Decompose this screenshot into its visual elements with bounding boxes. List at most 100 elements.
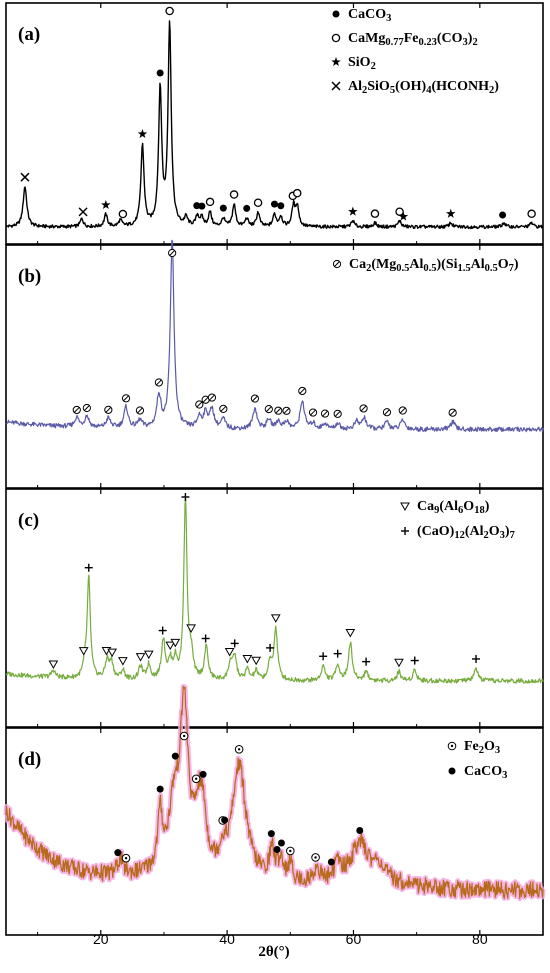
triangle-marker: [242, 654, 253, 664]
panel-label: (b): [18, 266, 41, 287]
filled-circle-marker: [267, 830, 275, 838]
panel-label: (d): [18, 749, 41, 770]
slash-circle-marker: [448, 408, 457, 417]
panel-frame: [5, 727, 544, 936]
xrd-pattern-c: [5, 497, 544, 684]
plus-marker: [333, 649, 342, 658]
slash-circle-marker: [320, 409, 330, 418]
triangle-marker: [118, 657, 128, 666]
panel-a: (a) CaCO3 CaMg0.77Fe0.23(CO3)2 SiO2 Al2SiO5(…: [5, 2, 544, 245]
star-marker: [398, 211, 409, 221]
open-circle-marker: [370, 209, 380, 218]
legend-label: (CaO)12(Al2O3)7: [417, 524, 515, 541]
open-circle-marker: [527, 209, 536, 219]
plus-marker: [410, 656, 419, 665]
legend-label: SiO2: [348, 55, 376, 72]
filled-circle-marker: [273, 845, 281, 853]
slash-circle-marker: [264, 405, 273, 414]
filled-circle-marker: [171, 752, 179, 760]
slash-circle-marker: [154, 378, 163, 387]
cross-marker: [78, 207, 88, 217]
legend-label: Ca9(Al6O18): [417, 499, 490, 516]
legend-entry: CaMg0.77Fe0.23(CO3)2: [331, 31, 478, 48]
triangle-marker: [170, 638, 181, 648]
plus-marker: [181, 493, 190, 501]
legend-label: CaCO3: [348, 7, 391, 24]
legend-dot-circle-marker: [447, 741, 457, 751]
legend-plus-marker: [401, 527, 409, 535]
legend-entry: CaCO3: [332, 7, 391, 24]
panel-b: (b) Ca2(Mg0.5Al0.5)(Si1.5Al0.5O7): [5, 239, 544, 489]
slash-circle-marker: [359, 404, 368, 413]
open-circle-marker: [205, 197, 215, 207]
slash-circle-marker: [201, 395, 210, 404]
open-circle-marker: [253, 198, 263, 208]
slash-circle-marker: [274, 406, 283, 415]
x-axis-label: 2θ(°): [258, 944, 289, 960]
slash-circle-marker: [308, 408, 318, 417]
legend-label: Fe2O3: [464, 739, 500, 756]
dot-circle-marker: [311, 853, 320, 862]
slash-circle-marker: [168, 248, 177, 258]
panel-label: (a): [18, 24, 40, 45]
panel-frame: [5, 488, 544, 728]
plus-marker: [84, 563, 93, 572]
panel-c: (c) Ca9(Al6O18) (CaO)12(Al2O3)7: [5, 488, 544, 728]
filled-circle-marker: [221, 816, 229, 824]
triangle-marker: [345, 628, 356, 638]
legend-filled-circle-marker: [332, 10, 340, 18]
slash-circle-marker: [382, 408, 392, 417]
dot-circle-marker: [179, 731, 189, 741]
legend-entry: Al2SiO5(OH)4(HCONH2): [331, 79, 499, 96]
plus-marker: [319, 652, 328, 661]
filled-circle-marker: [199, 770, 207, 778]
legend-slash-circle-marker: [332, 259, 342, 269]
legend-triangle-marker: [400, 502, 410, 512]
plus-marker: [158, 626, 167, 635]
filled-circle-marker: [219, 204, 227, 212]
filled-circle-marker: [156, 69, 164, 77]
triangle-marker: [251, 656, 262, 666]
xrd-pattern-b: [5, 239, 544, 433]
x-tick-label: 20: [93, 931, 109, 947]
legend-entry: (CaO)12(Al2O3)7: [401, 524, 515, 541]
filled-circle-marker: [356, 826, 364, 834]
slash-circle-marker: [250, 394, 260, 403]
filled-circle-marker: [156, 785, 164, 793]
slash-circle-marker: [333, 409, 342, 418]
dot-circle-marker: [191, 774, 201, 784]
open-circle-marker: [165, 6, 174, 16]
legend-entry: Ca9(Al6O18): [400, 499, 490, 516]
dot-circle-marker: [234, 745, 244, 754]
legend-label: Ca2(Mg0.5Al0.5)(Si1.5Al0.5O7): [349, 257, 519, 274]
legend-entry: SiO2: [331, 55, 376, 72]
slash-circle-marker: [72, 405, 81, 415]
filled-circle-marker: [327, 858, 335, 866]
triangle-marker: [224, 648, 235, 657]
legend-label: CaCO3: [464, 764, 507, 781]
filled-circle-marker: [277, 839, 285, 847]
plus-marker: [230, 639, 239, 648]
filled-circle-marker: [198, 202, 206, 210]
slash-circle-marker: [135, 406, 145, 415]
xrd-panels: (a) CaCO3 CaMg0.77Fe0.23(CO3)2 SiO2 Al2SiO5(…: [3, 2, 546, 936]
x-tick-label: 80: [472, 931, 488, 947]
legend-open-circle-marker: [331, 33, 341, 43]
triangle-marker: [186, 624, 196, 633]
panel-frame: [5, 2, 544, 245]
filled-circle-marker: [271, 200, 278, 208]
slash-circle-marker: [82, 403, 91, 413]
slash-circle-marker: [121, 394, 131, 403]
triangle-marker: [48, 660, 59, 670]
legend-label: CaMg0.77Fe0.23(CO3)2: [348, 31, 478, 48]
star-marker: [348, 206, 358, 216]
dot-circle-marker: [285, 846, 295, 856]
filled-circle-marker: [243, 204, 251, 212]
triangle-marker: [107, 648, 117, 658]
slash-circle-marker: [398, 406, 407, 415]
open-circle-marker: [395, 207, 404, 216]
slash-circle-marker: [298, 386, 307, 396]
legend-entry: CaCO3: [448, 764, 507, 781]
legend-filled-circle-marker: [448, 767, 456, 775]
